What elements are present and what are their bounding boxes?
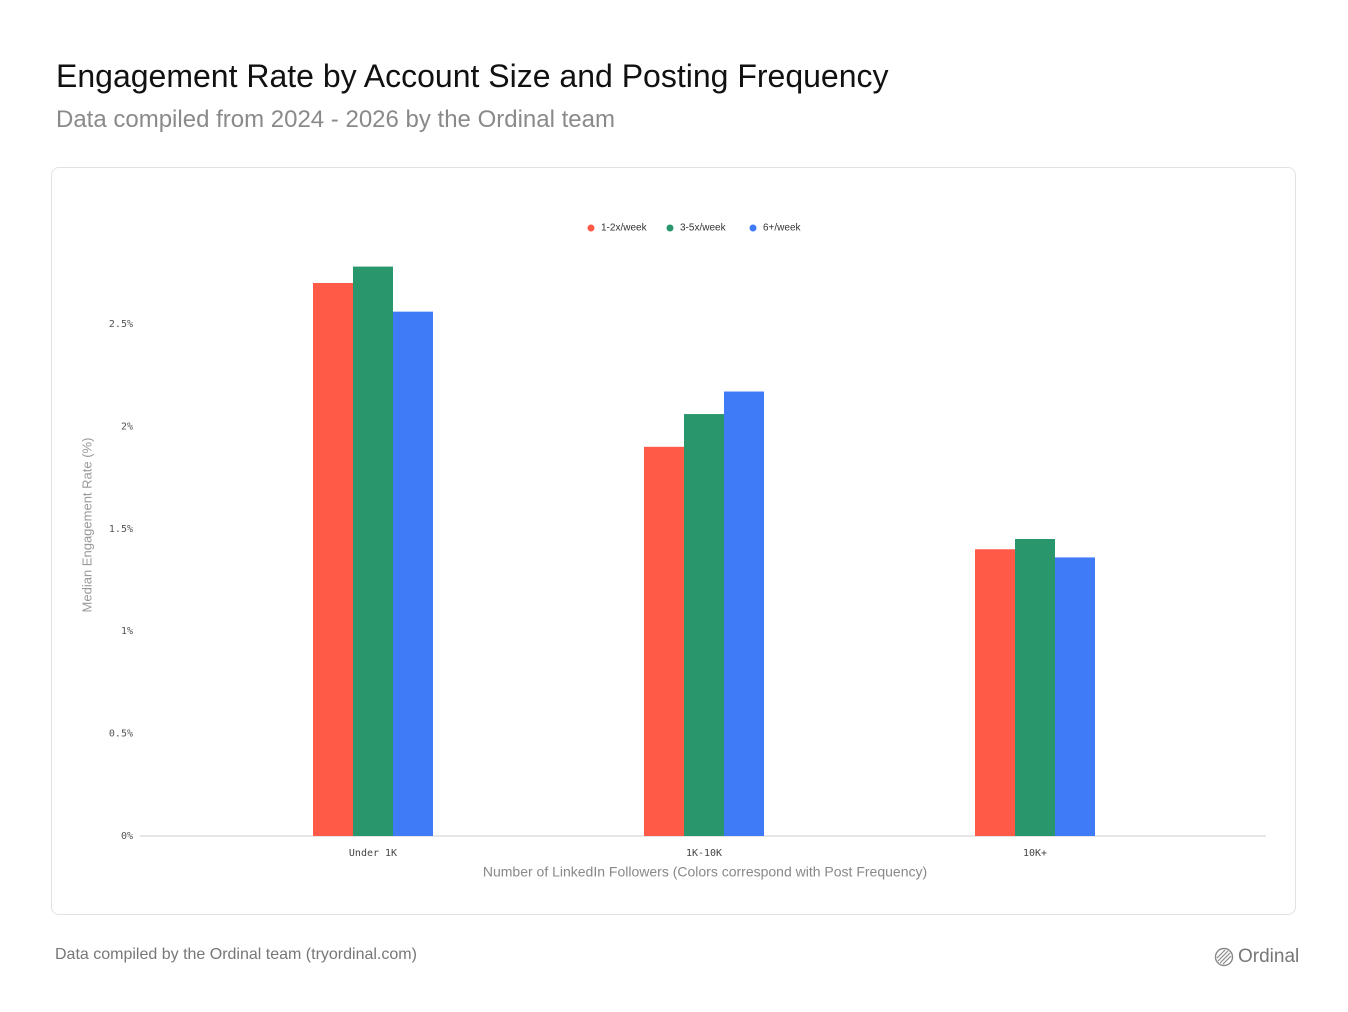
- bar: [684, 414, 724, 836]
- legend-marker: [666, 224, 674, 232]
- logo: Ordinal: [1214, 946, 1299, 968]
- logo-icon: [1214, 947, 1234, 967]
- logo-text: Ordinal: [1238, 946, 1300, 967]
- x-tick-label: 10K+: [1023, 848, 1047, 859]
- bar: [313, 282, 353, 836]
- y-tick-label: 2.5%: [109, 319, 133, 330]
- chart-title: Engagement Rate by Account Size and Post…: [56, 58, 889, 94]
- x-axis-label: Number of LinkedIn Followers (Colors cor…: [483, 864, 927, 880]
- bar: [975, 549, 1015, 836]
- bar: [1055, 557, 1095, 836]
- y-tick-label: 0.5%: [109, 729, 133, 740]
- x-tick-label: Under 1K: [349, 848, 397, 859]
- y-tick-label: 2%: [121, 421, 133, 432]
- bar: [724, 391, 764, 836]
- y-axis-label: Median Engagement Rate (%): [79, 438, 94, 613]
- y-tick-label: 1.5%: [109, 524, 133, 535]
- y-tick-label: 1%: [121, 626, 133, 637]
- legend-label: 6+/week: [763, 223, 802, 234]
- legend-marker: [749, 224, 757, 232]
- y-tick-label: 0%: [121, 831, 133, 842]
- chart-card: [51, 167, 1296, 915]
- x-tick-label: 1K-10K: [686, 848, 722, 859]
- bar: [393, 311, 433, 837]
- footer: Data compiled by the Ordinal team (tryor…: [55, 946, 417, 963]
- bar: [353, 266, 393, 836]
- legend-marker: [587, 224, 595, 232]
- bar: [1015, 539, 1055, 836]
- chart-subtitle: Data compiled from 2024 - 2026 by the Or…: [56, 106, 615, 133]
- legend-label: 1-2x/week: [601, 223, 648, 234]
- bar: [644, 446, 684, 836]
- legend-label: 3-5x/week: [680, 223, 727, 234]
